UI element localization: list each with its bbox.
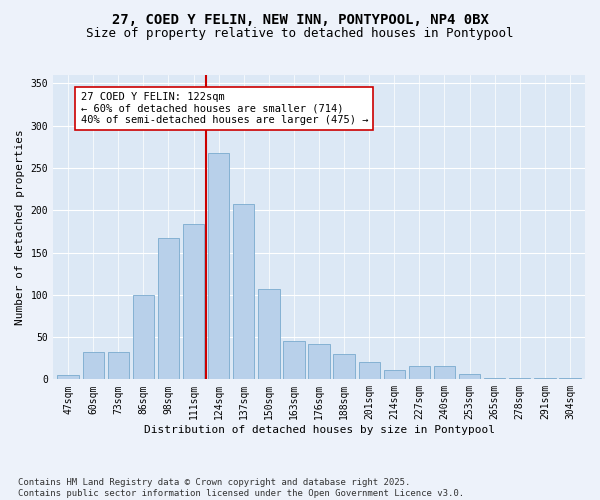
Bar <box>308 344 329 380</box>
Text: Contains HM Land Registry data © Crown copyright and database right 2025.
Contai: Contains HM Land Registry data © Crown c… <box>18 478 464 498</box>
Bar <box>434 366 455 380</box>
Bar <box>133 295 154 380</box>
Bar <box>183 224 204 380</box>
X-axis label: Distribution of detached houses by size in Pontypool: Distribution of detached houses by size … <box>143 425 494 435</box>
Bar <box>534 378 556 380</box>
Bar <box>283 342 305 380</box>
Bar <box>208 153 229 380</box>
Bar <box>58 375 79 380</box>
Bar <box>107 352 129 380</box>
Bar <box>509 378 530 380</box>
Bar <box>83 352 104 380</box>
Bar <box>559 378 581 380</box>
Bar <box>233 204 254 380</box>
Bar <box>459 374 480 380</box>
Bar <box>484 378 505 380</box>
Bar <box>359 362 380 380</box>
Bar <box>409 366 430 380</box>
Bar <box>383 370 405 380</box>
Text: 27 COED Y FELIN: 122sqm
← 60% of detached houses are smaller (714)
40% of semi-d: 27 COED Y FELIN: 122sqm ← 60% of detache… <box>80 92 368 125</box>
Bar <box>258 289 280 380</box>
Y-axis label: Number of detached properties: Number of detached properties <box>15 130 25 325</box>
Bar <box>334 354 355 380</box>
Text: 27, COED Y FELIN, NEW INN, PONTYPOOL, NP4 0BX: 27, COED Y FELIN, NEW INN, PONTYPOOL, NP… <box>112 12 488 26</box>
Bar <box>158 238 179 380</box>
Text: Size of property relative to detached houses in Pontypool: Size of property relative to detached ho… <box>86 28 514 40</box>
